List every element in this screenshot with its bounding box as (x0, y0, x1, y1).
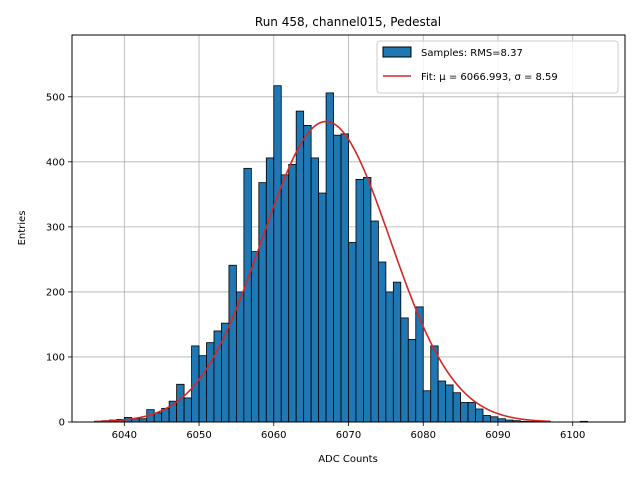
fit-curve (94, 120, 551, 423)
histogram-bar (243, 167, 252, 423)
x-tick-label: 6050 (186, 430, 211, 441)
x-tick-label: 6040 (112, 430, 137, 441)
histogram-bar (422, 390, 432, 423)
y-tick-label: 200 (46, 287, 65, 298)
histogram-bar (325, 92, 334, 423)
histogram-bar (183, 397, 192, 423)
histogram-bar (385, 291, 394, 423)
histogram-bar (206, 342, 215, 423)
histogram-bar (228, 264, 237, 423)
histogram-bar (407, 338, 417, 423)
histogram-bar (392, 281, 402, 423)
histogram-bar (273, 85, 282, 423)
histogram-bar (460, 402, 469, 423)
y-tick-label: 300 (46, 222, 65, 233)
histogram-bar (258, 182, 267, 423)
histogram-bar (482, 415, 491, 423)
histogram-bar (400, 317, 409, 423)
histogram-bar (363, 177, 372, 423)
histogram-bar (198, 355, 207, 423)
y-tick-label: 0 (59, 418, 65, 429)
x-tick-label: 6060 (261, 430, 286, 441)
histogram-bar (445, 384, 454, 423)
histogram-bar (280, 174, 290, 423)
legend-box (376, 40, 619, 94)
histogram-bar (490, 416, 499, 423)
y-tick-label: 100 (46, 352, 65, 363)
histogram-bar (452, 392, 461, 423)
y-axis-label: Entries (17, 211, 28, 246)
histogram-bar (303, 125, 312, 423)
histogram-bar (236, 291, 245, 423)
histogram-bar (288, 164, 297, 423)
x-tick-label: 6070 (336, 430, 361, 441)
legend-label-samples: Samples: RMS=8.37 (421, 48, 523, 59)
histogram-bar (370, 220, 379, 423)
legend-label-fit: Fit: μ = 6066.993, σ = 8.59 (421, 72, 558, 83)
fit-curve-layer (94, 120, 551, 423)
y-axis-ticks: 0 100 200 300 400 500 (46, 92, 72, 429)
chart-title: Run 458, channel015, Pedestal (255, 15, 441, 29)
histogram-bar (153, 412, 163, 423)
x-tick-label: 6100 (560, 430, 585, 441)
histogram-bar (355, 178, 364, 423)
x-axis-ticks: 6040 6050 6060 6070 6080 6090 6100 (112, 422, 585, 441)
y-tick-label: 400 (46, 157, 65, 168)
histogram-bar (176, 383, 185, 423)
histogram-bar (430, 345, 439, 423)
histogram-bar (318, 192, 327, 423)
histogram-bar (295, 110, 305, 423)
legend-swatch-samples (382, 46, 412, 58)
histogram-bar (348, 242, 357, 423)
y-tick-label: 500 (46, 92, 65, 103)
histogram-bar (340, 133, 349, 423)
x-tick-label: 6080 (411, 430, 436, 441)
histogram-bar (467, 402, 476, 423)
histogram-bar (250, 251, 260, 423)
histogram-bar (377, 261, 387, 423)
histogram-bar (475, 408, 484, 423)
histogram-bar (265, 157, 275, 423)
x-tick-label: 6090 (485, 430, 510, 441)
x-axis-label: ADC Counts (318, 454, 378, 465)
histogram-bar (221, 322, 230, 423)
histogram-bar (437, 380, 447, 423)
legend: Samples: RMS=8.37 Fit: μ = 6066.993, σ =… (376, 40, 619, 94)
histogram-bar (310, 157, 320, 423)
histogram-bar (333, 134, 342, 423)
